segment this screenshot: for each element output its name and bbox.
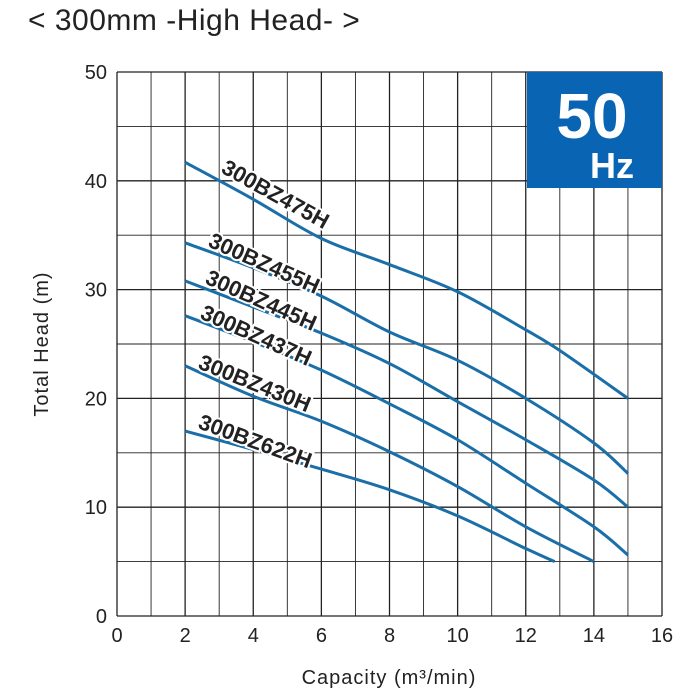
- x-tick-label: 0: [111, 625, 122, 647]
- y-axis-label: Total Head (m): [31, 271, 53, 416]
- y-tick-label: 0: [96, 606, 107, 628]
- x-tick-label: 16: [651, 625, 673, 647]
- chart-title: < 300mm -High Head- >: [28, 4, 361, 37]
- hz-badge-unit: Hz: [590, 145, 634, 186]
- series-label: 300BZ622H: [195, 409, 315, 473]
- x-axis-label: Capacity (m³/min): [302, 667, 477, 689]
- hz-badge-value: 50: [556, 80, 627, 152]
- y-tick-label: 40: [85, 171, 107, 193]
- y-tick-label: 20: [85, 388, 107, 410]
- x-tick-label: 6: [316, 625, 327, 647]
- series-line-300bz475h: [184, 160, 629, 400]
- series-labels: 300BZ475H300BZ455H300BZ445H300BZ437H300B…: [193, 153, 335, 476]
- tick-labels: 0 2 4 6 8 10 12 14 16 0 10 20 30 40 50: [85, 62, 673, 647]
- y-tick-label: 10: [85, 497, 107, 519]
- hz-badge-bg: [527, 72, 662, 188]
- series-lines: [184, 160, 629, 563]
- series-line-300bz622h: [184, 429, 556, 563]
- x-tick-label: 10: [447, 625, 469, 647]
- x-tick-label: 4: [248, 625, 259, 647]
- series-line-300bz445h: [184, 279, 629, 509]
- y-tick-label: 50: [85, 62, 107, 84]
- series-line-300bz455h: [184, 241, 629, 475]
- x-tick-label: 14: [583, 625, 605, 647]
- x-tick-label: 8: [384, 625, 395, 647]
- series-line-300bz430h: [184, 364, 595, 563]
- y-tick-label: 30: [85, 280, 107, 302]
- x-tick-label: 2: [180, 625, 191, 647]
- series-line-300bz437h: [184, 314, 629, 557]
- hz-badge: 50 Hz: [527, 72, 662, 188]
- x-tick-label: 12: [515, 625, 537, 647]
- series-label: 300BZ475H: [218, 155, 334, 234]
